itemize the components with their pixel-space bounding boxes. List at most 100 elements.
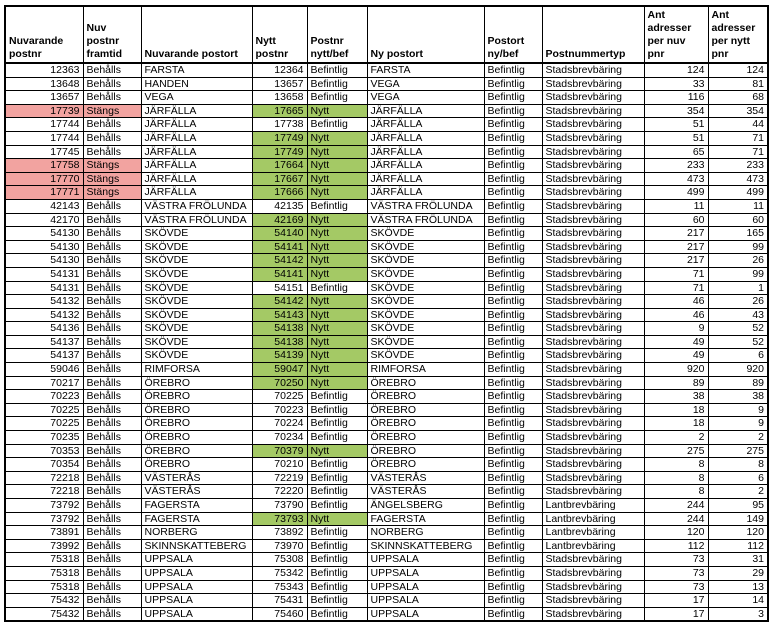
cell-nytt-postnr: 12364	[251, 62, 308, 78]
cell-postort-ny-bef: Befintlig	[483, 130, 543, 146]
table-row: 54131 Behålls SKÖVDE 54141 Nytt SKÖVDE Befintl…	[4, 266, 769, 282]
cell-nuvarande-postort: SKÖVDE	[140, 294, 253, 309]
column-header-nytt-postnr: Nytt postnr	[251, 5, 308, 64]
table-row: 42143 Behålls VÄSTRA FRÖLUNDA 42135 Befintli…	[4, 198, 769, 214]
cell-postort-ny-bef: Befintlig	[483, 226, 543, 241]
cell-ny-postort: VEGA	[366, 90, 485, 105]
cell-nytt-postnr: 75308	[251, 552, 308, 567]
cell-nuvarande-postort: ÖREBRO	[140, 430, 253, 445]
cell-ant-adresser-per-nytt-pnr: 38	[707, 389, 769, 404]
cell-ant-adresser-per-nytt-pnr: 3	[707, 606, 769, 622]
table-row: 70353 Behålls ÖREBRO 70379 Nytt ÖREBRO Befintl…	[4, 443, 769, 459]
cell-ant-adresser-per-nytt-pnr: 95	[707, 498, 769, 513]
cell-postnummertyp: Stadsbrevbäring	[541, 579, 645, 595]
cell-ant-adresser-per-nuv-pnr: 33	[643, 76, 709, 92]
cell-postnr-nytt-bef: Nytt	[306, 511, 368, 527]
cell-ny-postort: ÖREBRO	[366, 416, 485, 432]
cell-ant-adresser-per-nytt-pnr: 8	[707, 457, 769, 472]
cell-ant-adresser-per-nuv-pnr: 124	[643, 62, 709, 78]
cell-nuvarande-postort: ÖREBRO	[140, 389, 253, 404]
cell-nuvarande-postnr: 73891	[4, 525, 84, 540]
table-row: 70217 Behålls ÖREBRO 70250 Nytt ÖREBRO Befintl…	[4, 375, 769, 391]
cell-ant-adresser-per-nytt-pnr: 29	[707, 565, 769, 581]
cell-nuvarande-postnr: 70235	[4, 430, 84, 445]
table-row: 54130 Behålls SKÖVDE 54141 Nytt SKÖVDE Befintl…	[4, 239, 769, 255]
cell-nytt-postnr: 70210	[251, 457, 308, 472]
cell-postort-ny-bef: Befintlig	[483, 62, 543, 78]
table-row: 17739 Stängs JÄRFÄLLA 17665 Nytt JÄRFÄLLA Befi…	[4, 103, 769, 119]
cell-nuvarande-postort: SKINNSKATTEBERG	[140, 538, 253, 554]
cell-postnr-nytt-bef: Nytt	[306, 226, 368, 241]
cell-postnr-nytt-bef: Nytt	[306, 321, 368, 336]
cell-postnr-nytt-bef: Nytt	[306, 375, 368, 391]
table-row: 54130 Behålls SKÖVDE 54140 Nytt SKÖVDE Befintl…	[4, 226, 769, 241]
cell-ant-adresser-per-nuv-pnr: 217	[643, 239, 709, 255]
cell-nuvarande-postnr: 17744	[4, 130, 84, 146]
cell-ny-postort: JÄRFÄLLA	[366, 144, 485, 160]
cell-nuvarande-postnr: 54132	[4, 307, 84, 323]
cell-nuvarande-postort: VÄSTERÅS	[140, 484, 253, 499]
cell-nuv-postnr-framtid: Behålls	[82, 117, 142, 132]
cell-ny-postort: SKÖVDE	[366, 280, 485, 296]
cell-nuv-postnr-framtid: Behålls	[82, 538, 142, 554]
cell-ny-postort: UPPSALA	[366, 552, 485, 567]
cell-ny-postort: RIMFORSA	[366, 362, 485, 377]
cell-postnr-nytt-bef: Befintlig	[306, 117, 368, 132]
cell-nytt-postnr: 59047	[251, 362, 308, 377]
table-row: 73891 Behålls NORBERG 73892 Befintlig NORBERG…	[4, 525, 769, 540]
cell-postort-ny-bef: Befintlig	[483, 253, 543, 268]
table-row: 17744 Behålls JÄRFÄLLA 17738 Befintlig JÄRFÄL…	[4, 117, 769, 132]
cell-ant-adresser-per-nuv-pnr: 17	[643, 593, 709, 608]
cell-nuvarande-postort: UPPSALA	[140, 579, 253, 595]
cell-nuvarande-postnr: 17770	[4, 171, 84, 187]
cell-postort-ny-bef: Befintlig	[483, 606, 543, 622]
table-row: 13648 Behålls HANDEN 13657 Befintlig VEGA Befi…	[4, 76, 769, 92]
cell-ny-postort: VÄSTERÅS	[366, 484, 485, 499]
cell-nuv-postnr-framtid: Behålls	[82, 198, 142, 214]
cell-nuv-postnr-framtid: Behålls	[82, 525, 142, 540]
cell-ant-adresser-per-nytt-pnr: 13	[707, 579, 769, 595]
cell-postort-ny-bef: Befintlig	[483, 416, 543, 432]
cell-postnummertyp: Stadsbrevbäring	[541, 606, 645, 622]
cell-postnummertyp: Stadsbrevbäring	[541, 90, 645, 105]
cell-ant-adresser-per-nuv-pnr: 217	[643, 226, 709, 241]
cell-ny-postort: SKÖVDE	[366, 348, 485, 364]
table-row: 54137 Behålls SKÖVDE 54138 Nytt SKÖVDE Befintl…	[4, 334, 769, 350]
cell-postort-ny-bef: Befintlig	[483, 430, 543, 445]
cell-nuvarande-postnr: 54131	[4, 266, 84, 282]
cell-nuvarande-postnr: 70217	[4, 375, 84, 391]
cell-nuvarande-postort: JÄRFÄLLA	[140, 185, 253, 200]
table-row: 75432 Behålls UPPSALA 75460 Befintlig UPPSALA…	[4, 606, 769, 622]
cell-nuvarande-postnr: 54137	[4, 334, 84, 350]
cell-ant-adresser-per-nytt-pnr: 149	[707, 511, 769, 527]
cell-nytt-postnr: 72220	[251, 484, 308, 499]
cell-ant-adresser-per-nuv-pnr: 51	[643, 130, 709, 146]
cell-ant-adresser-per-nuv-pnr: 9	[643, 321, 709, 336]
cell-nuvarande-postnr: 54130	[4, 253, 84, 268]
cell-nuv-postnr-framtid: Behålls	[82, 389, 142, 404]
cell-postort-ny-bef: Befintlig	[483, 525, 543, 540]
cell-nuvarande-postnr: 54131	[4, 280, 84, 296]
cell-nuvarande-postort: SKÖVDE	[140, 280, 253, 296]
cell-postort-ny-bef: Befintlig	[483, 362, 543, 377]
cell-postnummertyp: Stadsbrevbäring	[541, 321, 645, 336]
cell-nuvarande-postort: FARSTA	[140, 62, 253, 78]
cell-nuv-postnr-framtid: Behålls	[82, 362, 142, 377]
cell-ant-adresser-per-nuv-pnr: 17	[643, 606, 709, 622]
cell-ant-adresser-per-nytt-pnr: 31	[707, 552, 769, 567]
cell-nytt-postnr: 73892	[251, 525, 308, 540]
cell-nuvarande-postort: ÖREBRO	[140, 375, 253, 391]
cell-nuvarande-postort: VÄSTRA FRÖLUNDA	[140, 212, 253, 228]
cell-ant-adresser-per-nytt-pnr: 6	[707, 470, 769, 486]
cell-nuvarande-postnr: 54132	[4, 294, 84, 309]
cell-nytt-postnr: 70250	[251, 375, 308, 391]
table-row: 17744 Behålls JÄRFÄLLA 17749 Nytt JÄRFÄLLA Bef…	[4, 130, 769, 146]
table-body: 12363 Behålls FARSTA 12364 Befintlig FARSTA Be…	[4, 62, 769, 622]
column-header-ant-adresser-per-nuv-pnr: Ant adresser per nuv pnr	[643, 5, 709, 64]
cell-nuvarande-postnr: 59046	[4, 362, 84, 377]
cell-nuv-postnr-framtid: Behålls	[82, 402, 142, 418]
cell-ny-postort: SKÖVDE	[366, 321, 485, 336]
postnummer-table: Nuvarande postnr Nuv postnr framtid Nuvara…	[4, 5, 769, 622]
cell-ny-postort: VÄSTRA FRÖLUNDA	[366, 212, 485, 228]
cell-nytt-postnr: 54142	[251, 253, 308, 268]
